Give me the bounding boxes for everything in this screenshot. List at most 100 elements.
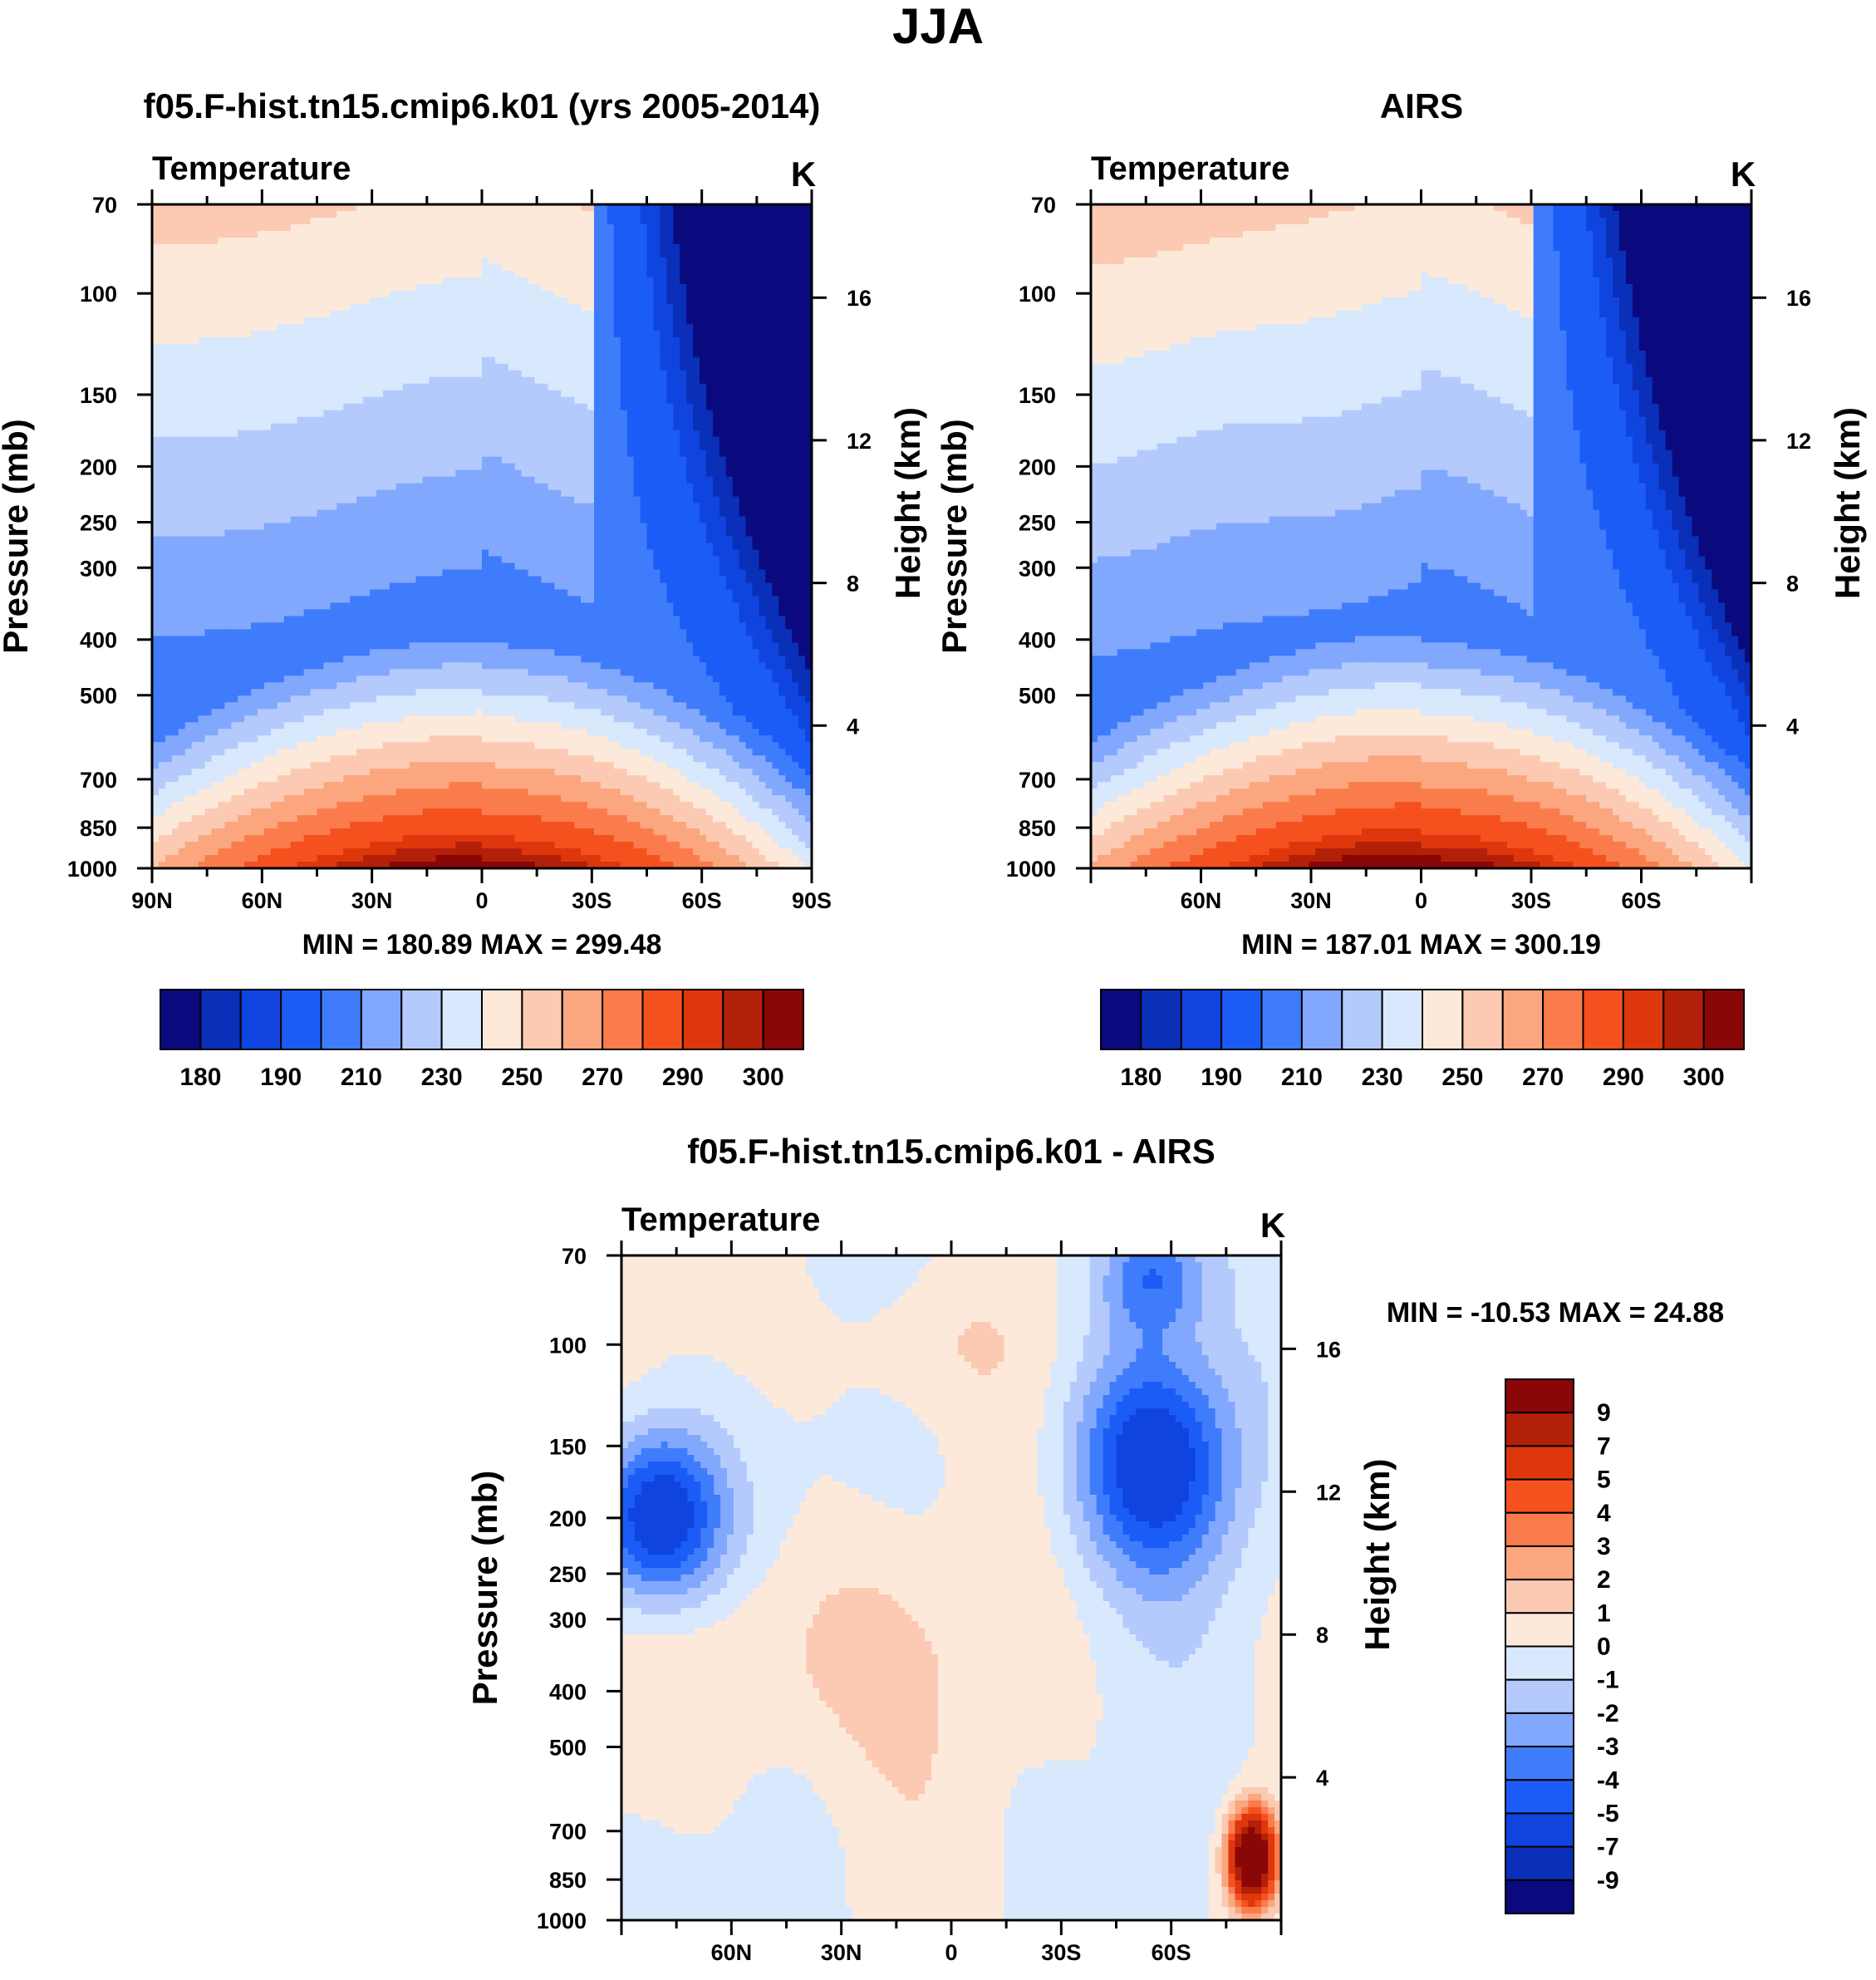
field-cell: [626, 456, 635, 464]
field-cell: [198, 204, 206, 212]
field-cell: [152, 489, 160, 498]
field-cell: [772, 436, 779, 445]
field-cell: [409, 297, 417, 305]
field-cell: [514, 283, 523, 292]
field-cell: [494, 330, 503, 338]
field-cell: [494, 476, 503, 484]
field-cell: [567, 363, 575, 371]
field-cell: [705, 469, 714, 478]
field-cell: [469, 257, 476, 265]
field-cell: [705, 489, 714, 498]
field-cell: [620, 503, 628, 511]
field-cell: [666, 476, 674, 484]
field-cell: [700, 469, 707, 478]
field-cell: [303, 509, 312, 518]
field-cell: [389, 337, 397, 345]
field-cell: [567, 356, 575, 365]
field-cell: [395, 303, 404, 312]
field-cell: [574, 476, 582, 484]
field-cell: [626, 356, 635, 365]
field-cell: [705, 343, 714, 351]
field-cell: [469, 230, 476, 238]
field-cell: [620, 270, 628, 278]
field-cell: [765, 396, 773, 405]
field-cell: [666, 243, 674, 252]
field-cell: [712, 337, 720, 345]
field-cell: [415, 323, 424, 332]
field-cell: [218, 469, 225, 478]
field-cell: [607, 463, 615, 471]
field-cell: [600, 529, 608, 538]
field-cell: [673, 463, 680, 471]
field-cell: [600, 509, 608, 518]
field-cell: [422, 310, 430, 318]
field-cell: [184, 390, 193, 398]
field-cell: [178, 204, 186, 212]
field-cell: [686, 337, 694, 345]
field-cell: [514, 277, 523, 285]
field-cell: [494, 436, 503, 445]
field-cell: [370, 263, 377, 272]
field-cell: [752, 204, 760, 212]
field-cell: [705, 224, 714, 232]
field-cell: [231, 277, 238, 285]
field-cell: [171, 356, 179, 365]
field-cell: [277, 263, 285, 272]
field-cell: [514, 476, 523, 484]
field-cell: [785, 443, 793, 451]
field-cell: [686, 450, 694, 458]
field-cell: [745, 516, 754, 524]
field-cell: [277, 210, 285, 219]
field-cell: [561, 270, 568, 278]
field-cell: [317, 416, 325, 425]
field-cell: [204, 496, 213, 504]
field-cell: [258, 523, 265, 531]
field-cell: [593, 436, 602, 445]
field-cell: [752, 523, 760, 531]
field-cell: [633, 277, 641, 285]
field-cell: [323, 230, 331, 238]
field-cell: [152, 416, 160, 425]
field-cell: [363, 263, 371, 272]
field-cell: [680, 330, 687, 338]
field-cell: [310, 204, 318, 212]
field-cell: [462, 450, 469, 458]
field-cell: [323, 204, 331, 212]
field-cell: [297, 323, 305, 332]
field-cell: [258, 297, 265, 305]
field-cell: [415, 356, 424, 365]
field-cell: [290, 230, 298, 238]
field-cell: [297, 243, 305, 252]
field-cell: [224, 456, 232, 464]
field-cell: [422, 323, 430, 332]
field-cell: [258, 469, 265, 478]
field-cell: [581, 516, 588, 524]
field-cell: [224, 237, 232, 245]
field-cell: [712, 343, 720, 351]
field-cell: [700, 230, 707, 238]
field-cell: [574, 323, 582, 332]
field-cell: [501, 443, 509, 451]
field-cell: [521, 210, 529, 219]
field-cell: [541, 416, 548, 425]
field-cell: [218, 356, 225, 365]
field-cell: [705, 250, 714, 258]
field-cell: [251, 516, 258, 524]
field-cell: [382, 403, 390, 411]
field-cell: [765, 277, 773, 285]
field-cell: [482, 430, 489, 438]
field-cell: [409, 376, 417, 385]
field-cell: [258, 283, 265, 292]
field-cell: [389, 463, 397, 471]
field-cell: [666, 270, 674, 278]
field-cell: [514, 509, 523, 518]
field-cell: [805, 390, 813, 398]
field-cell: [435, 476, 443, 484]
field-cell: [778, 403, 786, 411]
field-cell: [488, 224, 496, 232]
field-cell: [785, 403, 793, 411]
field-cell: [772, 523, 779, 531]
field-cell: [251, 343, 258, 351]
field-cell: [521, 277, 529, 285]
field-cell: [244, 290, 252, 298]
